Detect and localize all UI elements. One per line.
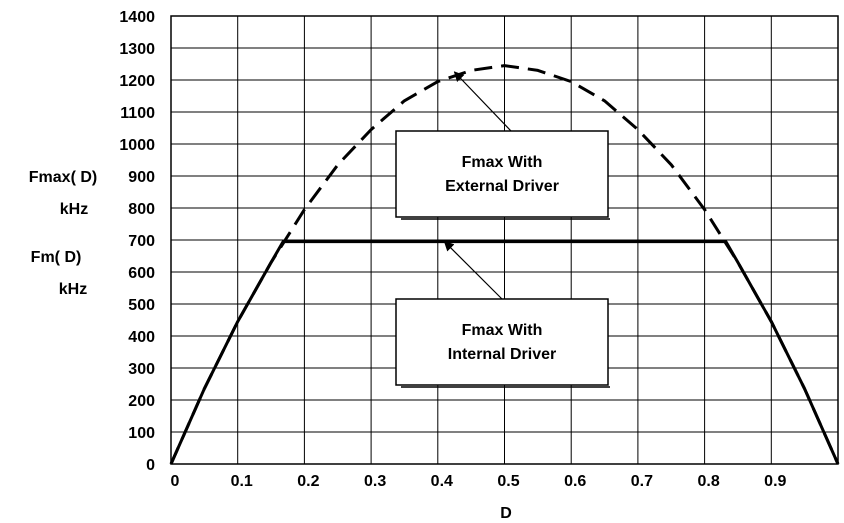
y-tick-label: 400 [128,329,155,346]
y-tick-label: 700 [128,233,155,250]
external-driver-callout-box [395,130,609,218]
internal-driver-callout-box [395,298,609,386]
y-tick-label: 0 [146,457,155,474]
x-tick-label: 0.2 [297,473,319,490]
callout-arrow [443,240,503,300]
x-tick-label: 0 [171,473,180,490]
y-tick-label: 500 [128,297,155,314]
external-driver-callout-text: Fmax With [462,154,543,171]
x-tick-label: 0.4 [431,473,453,490]
y-axis-label-line: kHz [59,281,87,298]
y-tick-label: 600 [128,265,155,282]
x-tick-label: 0.3 [364,473,386,490]
y-tick-label: 1300 [119,41,155,58]
x-tick-label: 0.7 [631,473,653,490]
y-tick-label: 800 [128,201,155,218]
y-tick-label: 900 [128,169,155,186]
x-tick-label: 0.9 [764,473,786,490]
y-tick-label: 1000 [119,137,155,154]
x-tick-label: 0.8 [697,473,719,490]
y-tick-label: 1100 [120,105,155,122]
y-axis-label-line: kHz [60,201,88,218]
y-tick-label: 200 [128,393,155,410]
x-tick-label: 0.1 [231,473,253,490]
internal-driver-series-line [169,240,840,465]
y-tick-label: 100 [128,425,155,442]
x-tick-label: 0.6 [564,473,586,490]
x-tick-label: 0.5 [497,473,519,490]
y-axis-label-line: Fmax( D) [29,169,97,186]
y-axis-label-line: Fm( D) [31,249,82,266]
plot-frame [170,15,839,465]
y-tick-label: 1200 [119,73,155,90]
y-tick-label: 300 [128,361,155,378]
callout-arrow [453,71,512,132]
internal-driver-callout-text: Internal Driver [448,346,556,363]
y-tick-label: 1400 [119,9,155,26]
external-driver-callout-text: External Driver [445,178,559,195]
x-axis-label: D [500,505,512,522]
internal-driver-callout-text: Fmax With [462,322,543,339]
